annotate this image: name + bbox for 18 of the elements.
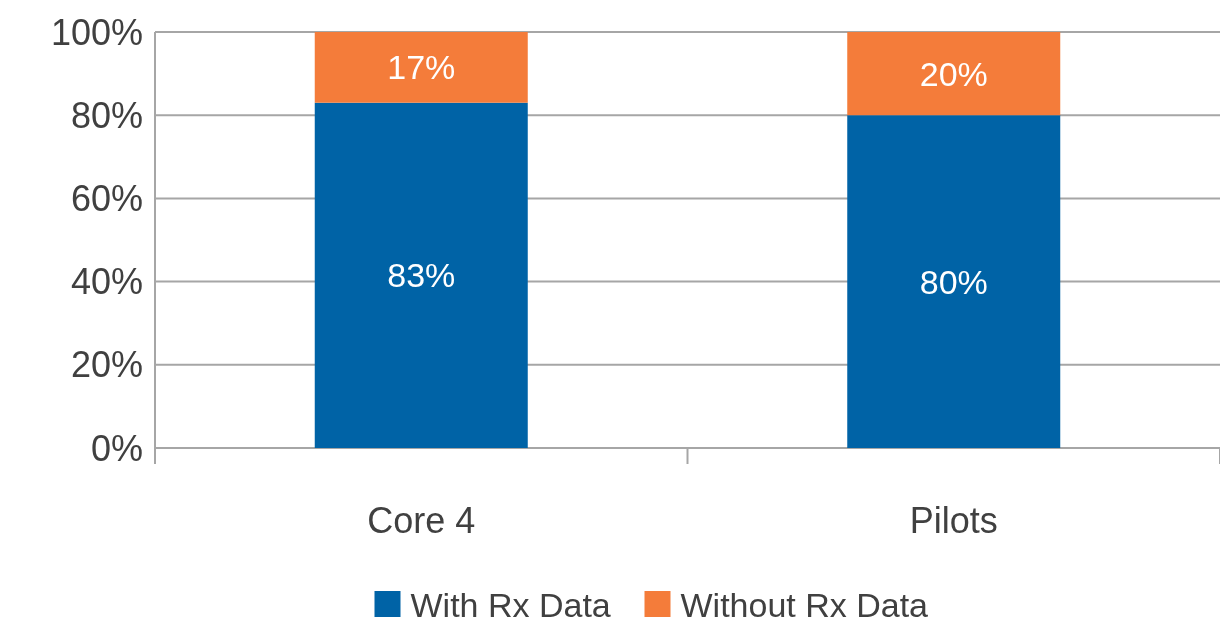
data-label: 20%: [919, 54, 988, 93]
y-tick-label: 60%: [70, 178, 143, 219]
y-tick-label: 20%: [70, 344, 143, 386]
data-label: 17%: [387, 48, 456, 87]
y-tick-label: 100%: [50, 11, 143, 53]
data-label: 83%: [387, 256, 456, 295]
bar: [847, 115, 1061, 448]
legend-label: With Rx Data: [410, 585, 611, 624]
legend-label: Without Rx Data: [680, 585, 929, 624]
x-tick-label: Pilots: [909, 499, 998, 541]
bar: [847, 32, 1061, 116]
bar: [314, 102, 528, 448]
y-tick-label: 0%: [90, 427, 143, 469]
y-tick-label: 80%: [70, 94, 143, 136]
y-tick-label: 40%: [70, 261, 143, 303]
data-label: 80%: [919, 262, 988, 301]
bar: [314, 32, 528, 103]
x-tick-label: Core 4: [367, 499, 476, 541]
